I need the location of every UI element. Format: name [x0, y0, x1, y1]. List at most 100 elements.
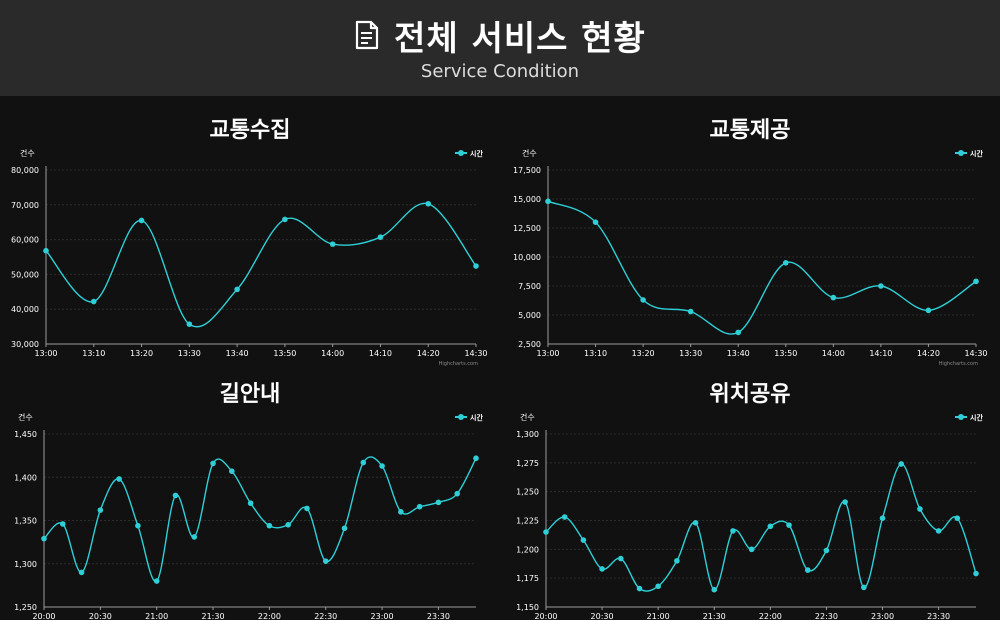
- data-point[interactable]: [935, 528, 942, 534]
- data-point[interactable]: [973, 278, 979, 285]
- data-point[interactable]: [341, 525, 348, 532]
- data-point[interactable]: [786, 522, 792, 528]
- data-point[interactable]: [377, 234, 384, 240]
- legend-marker: [958, 414, 964, 420]
- data-point[interactable]: [282, 216, 288, 223]
- data-point[interactable]: [304, 505, 310, 512]
- data-point[interactable]: [285, 522, 291, 528]
- data-point[interactable]: [592, 219, 599, 225]
- legend-item[interactable]: 시간: [455, 413, 483, 422]
- y-tick-label: 1,175: [516, 574, 539, 583]
- y-tick-label: 1,150: [516, 603, 539, 612]
- chart-credit[interactable]: Highcharts.com: [939, 361, 978, 367]
- data-point[interactable]: [454, 490, 461, 497]
- x-tick-label: 20:00: [534, 612, 557, 620]
- legend-item[interactable]: 시간: [955, 149, 983, 158]
- legend-label: 시간: [970, 149, 983, 158]
- legend-item[interactable]: 시간: [955, 413, 983, 422]
- data-point[interactable]: [59, 521, 66, 527]
- x-tick-label: 13:20: [632, 349, 655, 358]
- data-point[interactable]: [782, 260, 789, 266]
- data-point[interactable]: [234, 286, 240, 293]
- data-point[interactable]: [425, 200, 432, 207]
- x-tick-label: 14:00: [822, 349, 845, 358]
- data-point[interactable]: [640, 297, 646, 303]
- x-tick-label: 14:20: [417, 349, 440, 358]
- data-point[interactable]: [861, 584, 867, 591]
- data-point[interactable]: [674, 558, 680, 564]
- data-point[interactable]: [247, 500, 254, 506]
- data-point[interactable]: [543, 529, 549, 535]
- y-tick-label: 70,000: [11, 201, 39, 210]
- data-point[interactable]: [842, 499, 848, 505]
- data-point[interactable]: [416, 503, 423, 510]
- data-point[interactable]: [599, 566, 605, 572]
- data-point[interactable]: [561, 514, 568, 520]
- data-point[interactable]: [767, 523, 774, 530]
- data-point[interactable]: [823, 547, 830, 554]
- data-point[interactable]: [973, 570, 979, 577]
- data-point[interactable]: [687, 308, 694, 315]
- x-tick-label: 13:10: [584, 349, 607, 358]
- data-point[interactable]: [360, 459, 367, 466]
- data-point[interactable]: [435, 499, 442, 506]
- data-point[interactable]: [43, 247, 49, 254]
- data-point[interactable]: [879, 515, 886, 521]
- data-point[interactable]: [473, 455, 479, 462]
- data-point[interactable]: [138, 217, 145, 224]
- chart-navigation: 1,250 1,300 1,350 1,400 1,450 20:00 20:30 21:00…: [14, 412, 483, 620]
- x-tick-label: 14:30: [464, 349, 487, 358]
- x-tick-label: 14:20: [917, 349, 940, 358]
- data-point[interactable]: [172, 492, 179, 499]
- data-point[interactable]: [580, 537, 587, 543]
- y-tick-label: 1,300: [14, 560, 37, 569]
- y-tick-label: 12,500: [513, 224, 541, 233]
- series-line: [545, 463, 977, 592]
- data-point[interactable]: [804, 567, 811, 573]
- data-point[interactable]: [135, 522, 141, 529]
- data-point[interactable]: [473, 263, 479, 269]
- data-point[interactable]: [748, 546, 755, 553]
- data-point[interactable]: [735, 329, 742, 336]
- data-point[interactable]: [898, 461, 905, 467]
- series-line: [45, 202, 477, 328]
- data-point[interactable]: [398, 509, 404, 515]
- data-point[interactable]: [878, 283, 884, 289]
- data-point[interactable]: [191, 534, 198, 540]
- data-point[interactable]: [711, 586, 718, 593]
- legend-marker: [458, 150, 464, 156]
- data-point[interactable]: [925, 307, 932, 314]
- y-tick-label: 30,000: [11, 340, 39, 349]
- data-point[interactable]: [90, 298, 97, 305]
- data-point[interactable]: [636, 585, 643, 592]
- data-point[interactable]: [97, 507, 104, 513]
- legend-item[interactable]: 시간: [455, 149, 483, 158]
- data-point[interactable]: [329, 241, 336, 247]
- data-point[interactable]: [917, 506, 923, 512]
- x-tick-label: 13:40: [226, 349, 249, 358]
- data-point[interactable]: [830, 294, 837, 301]
- data-point[interactable]: [186, 321, 193, 327]
- chart-credit[interactable]: Highcharts.com: [439, 361, 478, 367]
- data-point[interactable]: [322, 558, 329, 564]
- chart-title: 위치공유: [709, 382, 791, 407]
- y-tick-label: 1,275: [516, 459, 539, 468]
- data-point[interactable]: [41, 535, 47, 542]
- y-tick-label: 1,250: [14, 603, 37, 612]
- data-point[interactable]: [379, 463, 385, 469]
- data-point[interactable]: [266, 522, 273, 529]
- data-point[interactable]: [78, 569, 85, 576]
- x-tick-label: 14:00: [321, 349, 344, 358]
- data-point[interactable]: [730, 528, 736, 534]
- data-point[interactable]: [116, 476, 122, 482]
- data-point[interactable]: [954, 515, 961, 521]
- data-point[interactable]: [229, 468, 235, 474]
- data-point[interactable]: [210, 460, 216, 467]
- x-tick-label: 13:30: [178, 349, 201, 358]
- data-point[interactable]: [692, 520, 699, 526]
- data-point[interactable]: [153, 578, 160, 584]
- data-point[interactable]: [655, 583, 661, 590]
- x-tick-label: 13:10: [82, 349, 105, 358]
- data-point[interactable]: [545, 198, 551, 205]
- data-point[interactable]: [617, 555, 624, 562]
